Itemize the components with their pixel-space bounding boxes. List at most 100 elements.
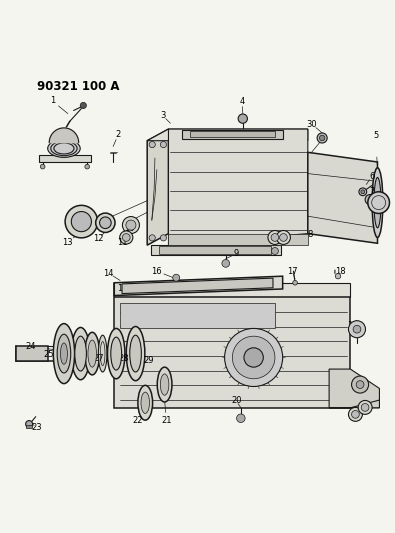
Circle shape (280, 233, 287, 241)
Text: 7: 7 (369, 187, 374, 196)
Polygon shape (114, 276, 283, 295)
Circle shape (358, 400, 372, 414)
Bar (190, 131, 275, 137)
Circle shape (160, 141, 167, 148)
Circle shape (122, 233, 130, 241)
Text: 30: 30 (307, 119, 317, 128)
Circle shape (359, 188, 367, 196)
Circle shape (80, 102, 87, 109)
Polygon shape (168, 233, 308, 245)
Circle shape (293, 280, 297, 285)
Circle shape (120, 231, 133, 244)
Ellipse shape (130, 335, 141, 372)
Text: 6: 6 (369, 172, 374, 181)
Ellipse shape (160, 374, 169, 395)
Ellipse shape (157, 367, 172, 402)
Circle shape (160, 235, 167, 241)
Text: 8: 8 (307, 230, 312, 239)
Circle shape (320, 135, 325, 141)
Circle shape (71, 212, 91, 232)
Ellipse shape (71, 327, 90, 379)
Bar (120, 303, 275, 328)
Text: 22: 22 (132, 416, 143, 425)
Text: 29: 29 (144, 356, 154, 365)
Circle shape (352, 410, 359, 418)
Circle shape (100, 217, 111, 229)
Polygon shape (168, 129, 308, 245)
Bar (159, 246, 271, 254)
Circle shape (335, 273, 341, 279)
Polygon shape (122, 278, 273, 294)
Circle shape (237, 414, 245, 423)
Text: 17: 17 (287, 266, 298, 276)
Text: 21: 21 (161, 416, 172, 425)
Circle shape (96, 213, 115, 232)
Circle shape (126, 220, 136, 230)
Ellipse shape (60, 343, 68, 364)
Ellipse shape (75, 336, 87, 371)
Circle shape (317, 133, 327, 143)
Text: 15: 15 (117, 284, 127, 293)
Text: 19: 19 (347, 321, 357, 330)
Circle shape (40, 164, 45, 169)
Text: 90321 100 A: 90321 100 A (37, 80, 119, 93)
Circle shape (368, 192, 389, 214)
Circle shape (271, 247, 278, 254)
Text: 18: 18 (335, 266, 346, 276)
Circle shape (122, 216, 139, 233)
Circle shape (353, 325, 361, 333)
Text: 16: 16 (152, 266, 162, 276)
Text: 24: 24 (26, 342, 36, 351)
Text: 2: 2 (115, 131, 121, 140)
Text: 26: 26 (74, 352, 85, 361)
Text: 5: 5 (373, 131, 378, 140)
Circle shape (222, 260, 229, 267)
Circle shape (225, 328, 283, 386)
Ellipse shape (111, 337, 122, 370)
Ellipse shape (107, 328, 125, 379)
Text: 25: 25 (43, 350, 54, 359)
Text: 13: 13 (62, 238, 73, 247)
Polygon shape (114, 283, 350, 297)
Polygon shape (329, 369, 380, 408)
Circle shape (348, 407, 362, 422)
Polygon shape (182, 130, 283, 139)
Text: 20: 20 (231, 397, 241, 405)
Polygon shape (151, 245, 281, 255)
Circle shape (26, 421, 33, 427)
Circle shape (268, 230, 282, 245)
Ellipse shape (138, 385, 152, 420)
Circle shape (356, 381, 364, 389)
Polygon shape (308, 152, 378, 243)
Polygon shape (15, 346, 49, 361)
Polygon shape (147, 129, 308, 141)
Text: 14: 14 (103, 269, 114, 278)
Text: 3: 3 (160, 111, 166, 120)
Circle shape (276, 230, 290, 245)
Circle shape (244, 348, 263, 367)
Ellipse shape (57, 334, 71, 373)
Text: 1: 1 (50, 96, 55, 106)
Polygon shape (39, 155, 91, 162)
Circle shape (352, 376, 369, 393)
Text: 27: 27 (94, 354, 104, 363)
Ellipse shape (126, 327, 145, 381)
Circle shape (361, 403, 369, 411)
Circle shape (361, 190, 365, 193)
Polygon shape (147, 129, 168, 245)
Circle shape (173, 274, 180, 281)
Circle shape (232, 336, 275, 379)
Ellipse shape (374, 177, 381, 228)
Text: 28: 28 (118, 354, 129, 363)
Ellipse shape (53, 324, 75, 384)
Bar (26, 425, 32, 428)
Circle shape (238, 114, 247, 123)
Circle shape (271, 233, 279, 241)
Ellipse shape (48, 140, 80, 157)
Text: 10: 10 (124, 224, 135, 233)
Ellipse shape (85, 332, 100, 375)
Text: 23: 23 (32, 423, 42, 432)
Circle shape (85, 164, 90, 169)
Text: 12: 12 (94, 234, 104, 243)
Polygon shape (114, 297, 350, 408)
